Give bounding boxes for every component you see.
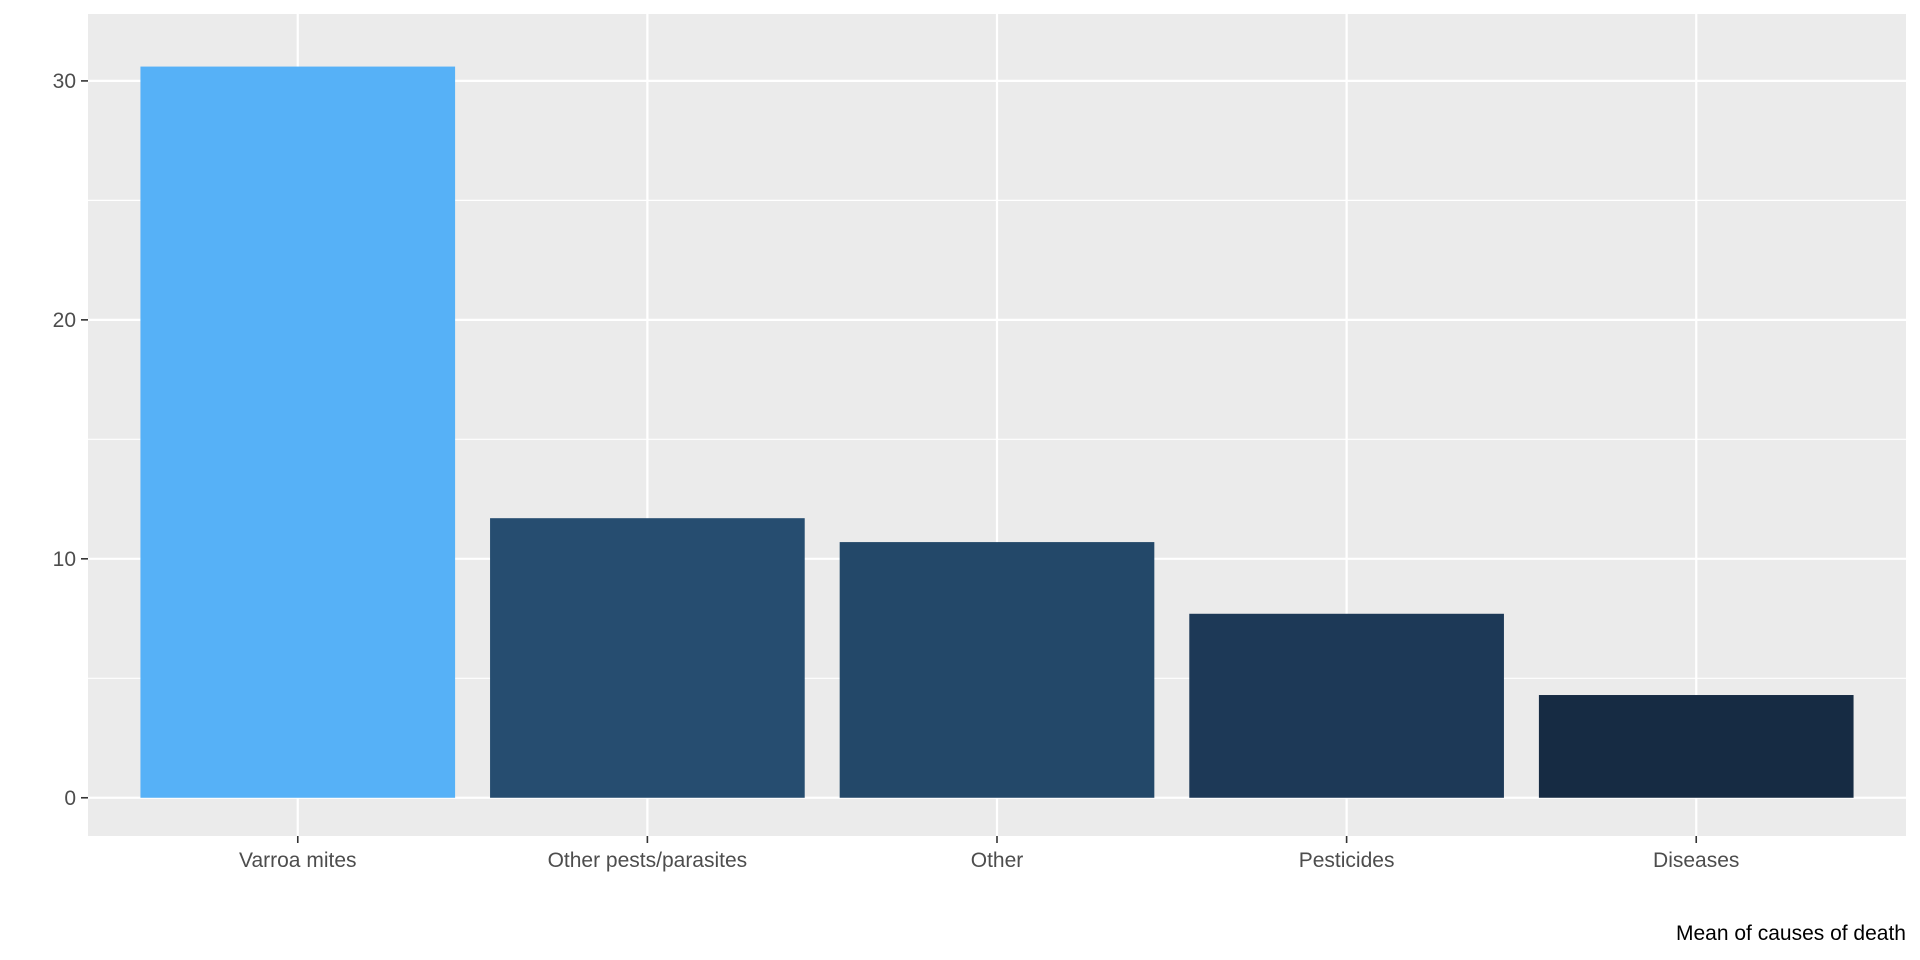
x-tick-label: Other pests/parasites [548, 849, 748, 872]
y-tick-label: 20 [53, 309, 76, 332]
x-axis: Varroa mites Other pests/parasites Other Pe… [239, 836, 1739, 872]
bar-diseases [1538, 695, 1854, 798]
bar-varroa-mites [140, 66, 456, 798]
x-tick-label: Diseases [1653, 849, 1739, 872]
bar-other-pests-parasites [490, 518, 805, 798]
y-tick-label: 30 [53, 70, 76, 93]
x-tick-label: Varroa mites [239, 849, 356, 872]
bar-pesticides [1189, 613, 1504, 798]
bar-other [839, 542, 1155, 798]
x-tick-label: Other [971, 849, 1024, 872]
x-tick-label: Pesticides [1299, 849, 1395, 872]
chart-caption: Mean of causes of death [1676, 922, 1906, 945]
y-axis: 0 10 20 30 [53, 70, 88, 810]
y-tick-label: 10 [53, 548, 76, 571]
y-tick-label: 0 [64, 787, 76, 810]
bars [140, 66, 1854, 798]
